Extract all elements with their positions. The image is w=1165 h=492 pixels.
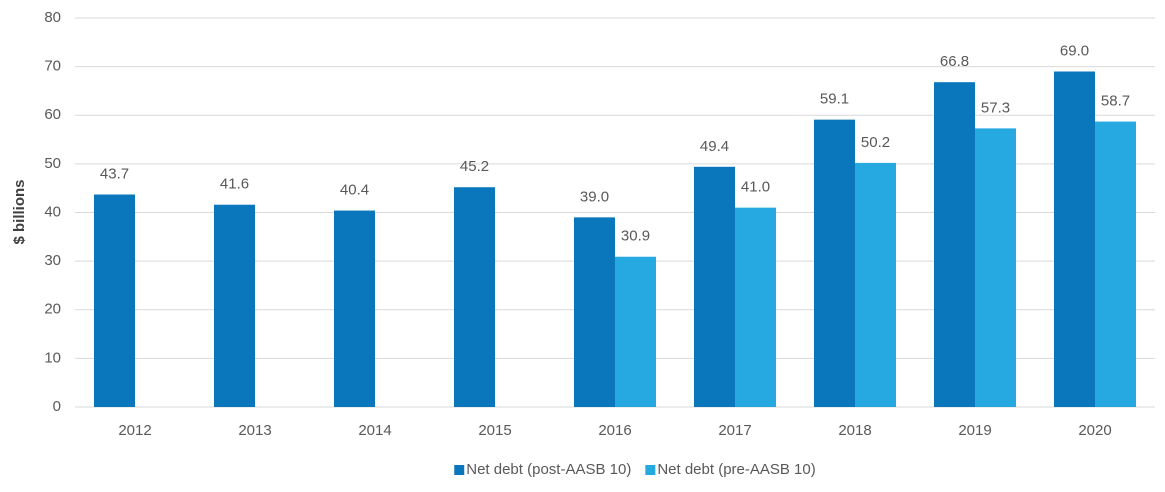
bar: [334, 210, 375, 407]
x-tick-label: 2012: [118, 422, 151, 439]
bar: [454, 187, 495, 407]
bar: [214, 204, 255, 407]
data-label: 39.0: [580, 188, 609, 205]
y-axis-label: $ billions: [11, 179, 28, 244]
y-tick-label: 10: [44, 349, 61, 366]
bar: [855, 162, 896, 407]
x-tick-label: 2016: [598, 422, 631, 439]
data-label: 30.9: [621, 228, 650, 245]
legend-label: Net debt (pre-AASB 10): [657, 461, 815, 478]
data-label: 69.0: [1060, 42, 1089, 59]
bar: [814, 119, 855, 407]
y-tick-label: 50: [44, 155, 61, 172]
x-tick-label: 2014: [358, 422, 391, 439]
x-tick-label: 2017: [718, 422, 751, 439]
bar: [934, 82, 975, 407]
data-label: 58.7: [1101, 93, 1130, 110]
data-label: 66.8: [940, 53, 969, 70]
y-tick-label: 20: [44, 301, 61, 318]
data-label: 43.7: [100, 165, 129, 182]
bar: [694, 166, 735, 407]
data-label: 57.3: [981, 99, 1010, 116]
bar: [94, 194, 135, 407]
x-tick-label: 2019: [958, 422, 991, 439]
bar: [1054, 71, 1095, 408]
bar: [615, 256, 656, 407]
legend-label: Net debt (post-AASB 10): [466, 461, 631, 478]
data-label: 40.4: [340, 182, 369, 199]
data-label: 41.6: [220, 176, 249, 193]
legend-swatch: [454, 465, 465, 475]
data-label: 50.2: [861, 134, 890, 151]
legend-swatch: [645, 465, 656, 475]
y-tick-label: 0: [53, 398, 61, 415]
y-tick-label: 30: [44, 252, 61, 269]
x-tick-label: 2018: [838, 422, 871, 439]
data-label: 59.1: [820, 91, 849, 108]
y-tick-label: 60: [44, 106, 61, 123]
data-label: 41.0: [741, 179, 770, 196]
bar: [574, 217, 615, 407]
data-label: 49.4: [700, 138, 729, 155]
y-tick-label: 70: [44, 58, 61, 75]
x-tick-label: 2020: [1078, 422, 1111, 439]
bar: [735, 207, 776, 407]
x-tick-label: 2013: [238, 422, 271, 439]
bar: [1095, 121, 1136, 407]
data-label: 45.2: [460, 158, 489, 175]
y-tick-label: 40: [44, 203, 61, 220]
bar: [975, 128, 1016, 407]
y-tick-label: 80: [44, 9, 61, 26]
x-tick-label: 2015: [478, 422, 511, 439]
